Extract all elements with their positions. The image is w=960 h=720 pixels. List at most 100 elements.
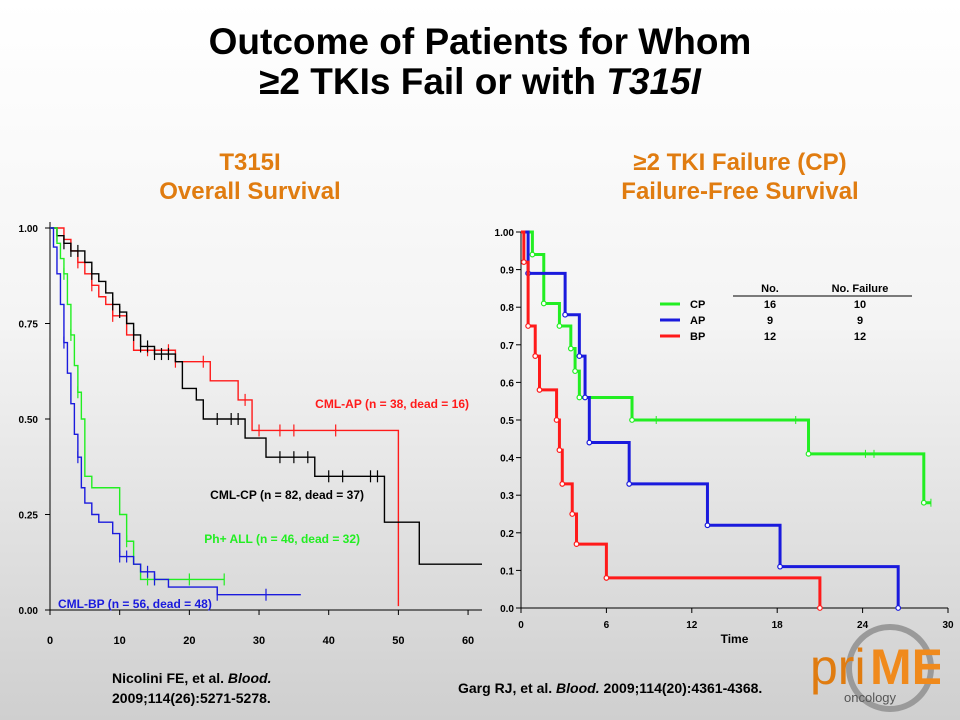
logo-ring: [846, 624, 934, 712]
legend-failure-ap: 9: [857, 315, 863, 327]
legend-no-cp: 16: [764, 299, 776, 311]
title-line-2: ≥2 TKIs Fail or with T315I: [0, 62, 960, 102]
right-heading-line-2: Failure-Free Survival: [621, 178, 859, 205]
citation-left: Nicolini FE, et al. Blood. 2009;114(26):…: [112, 668, 271, 708]
right-heading-line-1: ≥2 TKI Failure (CP): [633, 149, 847, 176]
left-y-tick-label: 0.25: [19, 511, 39, 522]
logo-oncology: oncology: [844, 690, 897, 705]
left-series-annotation: CML-CP (n = 82, dead = 37): [210, 488, 364, 502]
right-x-tick-label: 24: [857, 620, 869, 631]
left-x-tick-label: 60: [462, 635, 474, 647]
right-event-marker: [556, 323, 563, 329]
right-event-marker: [920, 499, 927, 506]
right-event-marker: [540, 300, 547, 307]
right-event-marker: [567, 345, 574, 352]
title-line-2-main: ≥2 TKIs Fail or with: [259, 61, 607, 102]
right-x-axis-label: Time: [721, 632, 749, 646]
legend-label-ap: AP: [690, 315, 705, 327]
right-event-marker: [895, 605, 902, 611]
legend-failure-bp: 12: [854, 331, 866, 343]
left-x-tick-label: 0: [47, 635, 53, 647]
left-panel-heading: T315I Overall Survival: [100, 148, 400, 206]
right-event-marker: [532, 353, 539, 359]
left-heading-line-1: T315I: [219, 149, 281, 176]
right-event-marker: [805, 450, 812, 457]
right-event-marker: [525, 323, 532, 329]
right-y-tick-label: 1.00: [495, 228, 515, 239]
right-event-marker: [704, 522, 711, 529]
right-y-tick-label: 0.5: [500, 416, 514, 427]
right-x-tick-label: 0: [518, 620, 524, 631]
legend-header-no: No.: [761, 283, 779, 295]
left-series-line-1: [50, 227, 482, 565]
right-event-marker: [536, 387, 543, 393]
page-title: Outcome of Patients for Whom ≥2 TKIs Fai…: [0, 22, 960, 102]
legend-no-bp: 12: [764, 331, 776, 343]
right-y-tick-label: 0.2: [500, 529, 514, 540]
right-event-marker: [603, 575, 610, 581]
legend-label-cp: CP: [690, 299, 705, 311]
citation-left-rest: 2009;114(26):5271-5278.: [112, 690, 271, 706]
citation-right-rest: 2009;114(20):4361-4368.: [599, 680, 763, 696]
citation-right: Garg RJ, et al. Blood. 2009;114(20):4361…: [458, 678, 762, 698]
logo-me: ME: [870, 639, 940, 695]
right-y-tick-label: 0.4: [500, 454, 514, 465]
right-y-tick-label: 0.9: [500, 266, 514, 277]
left-y-tick-label: 0.75: [19, 320, 39, 331]
right-event-marker: [582, 394, 588, 401]
right-panel-heading: ≥2 TKI Failure (CP) Failure-Free Surviva…: [560, 148, 920, 206]
right-series-line-0: [521, 230, 931, 505]
right-event-marker: [576, 394, 583, 401]
right-event-marker: [626, 481, 633, 487]
right-event-marker: [586, 439, 593, 446]
right-event-marker: [553, 417, 560, 423]
left-series-annotation: Ph+ ALL (n = 46, dead = 32): [204, 532, 360, 546]
prime-oncology-logo: pri ME oncology: [810, 624, 940, 712]
right-event-marker: [562, 311, 569, 318]
right-x-tick-label: 6: [604, 620, 610, 631]
right-y-tick-label: 0.8: [500, 303, 514, 314]
right-event-marker: [556, 447, 563, 453]
right-y-tick-label: 0.3: [500, 491, 514, 502]
right-event-marker: [629, 417, 635, 423]
left-y-tick-label: 0.00: [19, 606, 39, 617]
right-y-tick-label: 0.1: [500, 566, 514, 577]
legend-header-failure: No. Failure: [832, 283, 889, 295]
right-y-tick-label: 0.7: [500, 341, 514, 352]
right-event-marker: [520, 259, 527, 265]
right-event-marker: [777, 563, 783, 570]
left-x-tick-label: 30: [253, 635, 265, 647]
title-line-2-italic: T315I: [606, 61, 701, 102]
right-event-marker: [529, 251, 536, 258]
citation-right-journal: Blood.: [556, 680, 600, 696]
right-event-marker: [559, 481, 566, 487]
right-x-tick-label: 18: [772, 620, 784, 631]
right-y-tick-label: 0.6: [500, 378, 514, 389]
left-series-annotation: CML-BP (n = 56, dead = 48): [58, 597, 212, 611]
left-y-tick-label: 0.50: [19, 415, 39, 426]
left-x-tick-label: 50: [392, 635, 404, 647]
left-y-tick-label: 1.00: [19, 224, 39, 235]
right-event-marker: [572, 368, 578, 375]
left-x-tick-label: 40: [323, 635, 335, 647]
right-event-marker: [576, 353, 583, 359]
right-x-tick-label: 30: [942, 620, 954, 631]
title-line-1: Outcome of Patients for Whom: [208, 21, 752, 62]
right-event-marker: [817, 605, 823, 611]
left-series-line-2: [50, 227, 225, 581]
left-x-tick-label: 20: [183, 635, 195, 647]
left-heading-line-2: Overall Survival: [159, 178, 341, 205]
right-y-tick-label: 0.0: [500, 604, 514, 615]
citation-left-journal: Blood.: [227, 670, 272, 686]
right-event-marker: [573, 541, 580, 547]
left-x-tick-label: 10: [114, 635, 126, 647]
right-x-tick-label: 12: [686, 620, 698, 631]
legend-no-ap: 9: [767, 315, 773, 327]
citation-left-prefix: Nicolini FE, et al.: [112, 670, 228, 686]
logo-pri: pri: [810, 639, 866, 695]
citation-right-prefix: Garg RJ, et al.: [458, 680, 557, 696]
right-event-marker: [569, 511, 576, 517]
legend-label-bp: BP: [690, 331, 705, 343]
left-series-line-0: [50, 227, 400, 607]
